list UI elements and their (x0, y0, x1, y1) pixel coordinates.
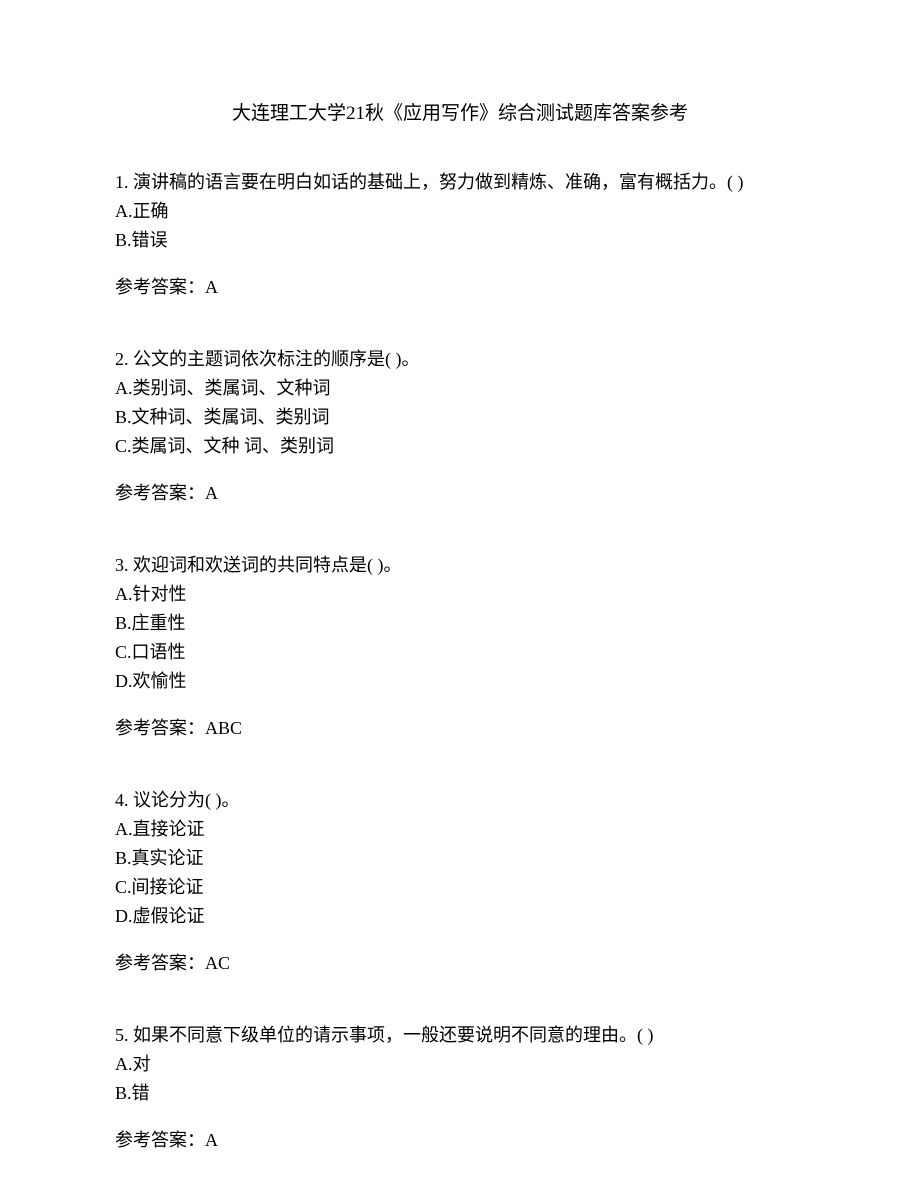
question-content: 议论分为( )。 (133, 790, 240, 810)
answer-line: 参考答案：ABC (115, 715, 805, 742)
option-a: A.类别词、类属词、文种词 (115, 375, 805, 402)
answer-value: AC (205, 953, 230, 973)
answer-value: A (205, 1130, 218, 1150)
answer-line: 参考答案：A (115, 1127, 805, 1154)
option-c: C.间接论证 (115, 874, 805, 901)
question-content: 欢迎词和欢送词的共同特点是( )。 (133, 555, 402, 575)
option-b: B.错误 (115, 227, 805, 254)
question-content: 演讲稿的语言要在明白如话的基础上，努力做到精炼、准确，富有概括力。( ) (133, 172, 744, 192)
answer-value: A (205, 277, 218, 297)
answer-label: 参考答案： (115, 953, 205, 973)
option-c: C.类属词、文种 词、类别词 (115, 433, 805, 460)
answer-value: A (205, 483, 218, 503)
question-number: 3. (115, 555, 129, 575)
answer-line: 参考答案：A (115, 274, 805, 301)
option-d: D.欢愉性 (115, 668, 805, 695)
option-a: A.针对性 (115, 581, 805, 608)
question-1: 1. 演讲稿的语言要在明白如话的基础上，努力做到精炼、准确，富有概括力。( ) … (115, 169, 805, 301)
question-text: 1. 演讲稿的语言要在明白如话的基础上，努力做到精炼、准确，富有概括力。( ) (115, 169, 805, 196)
question-5: 5. 如果不同意下级单位的请示事项，一般还要说明不同意的理由。( ) A.对 B… (115, 1022, 805, 1154)
option-b: B.文种词、类属词、类别词 (115, 404, 805, 431)
answer-line: 参考答案：A (115, 480, 805, 507)
answer-label: 参考答案： (115, 718, 205, 738)
option-b: B.真实论证 (115, 845, 805, 872)
question-text: 4. 议论分为( )。 (115, 787, 805, 814)
document-title: 大连理工大学21秋《应用写作》综合测试题库答案参考 (115, 100, 805, 129)
question-2: 2. 公文的主题词依次标注的顺序是( )。 A.类别词、类属词、文种词 B.文种… (115, 346, 805, 507)
question-text: 2. 公文的主题词依次标注的顺序是( )。 (115, 346, 805, 373)
option-b: B.庄重性 (115, 610, 805, 637)
question-content: 如果不同意下级单位的请示事项，一般还要说明不同意的理由。( ) (133, 1025, 654, 1045)
question-number: 5. (115, 1025, 129, 1045)
option-c: C.口语性 (115, 639, 805, 666)
option-d: D.虚假论证 (115, 903, 805, 930)
question-number: 1. (115, 172, 129, 192)
answer-label: 参考答案： (115, 1130, 205, 1150)
option-a: A.对 (115, 1051, 805, 1078)
option-b: B.错 (115, 1080, 805, 1107)
question-number: 4. (115, 790, 129, 810)
answer-line: 参考答案：AC (115, 950, 805, 977)
answer-label: 参考答案： (115, 277, 205, 297)
answer-label: 参考答案： (115, 483, 205, 503)
question-number: 2. (115, 349, 129, 369)
option-a: A.直接论证 (115, 816, 805, 843)
question-4: 4. 议论分为( )。 A.直接论证 B.真实论证 C.间接论证 D.虚假论证 … (115, 787, 805, 977)
question-text: 3. 欢迎词和欢送词的共同特点是( )。 (115, 552, 805, 579)
question-3: 3. 欢迎词和欢送词的共同特点是( )。 A.针对性 B.庄重性 C.口语性 D… (115, 552, 805, 742)
answer-value: ABC (205, 718, 242, 738)
question-content: 公文的主题词依次标注的顺序是( )。 (133, 349, 420, 369)
question-text: 5. 如果不同意下级单位的请示事项，一般还要说明不同意的理由。( ) (115, 1022, 805, 1049)
option-a: A.正确 (115, 198, 805, 225)
